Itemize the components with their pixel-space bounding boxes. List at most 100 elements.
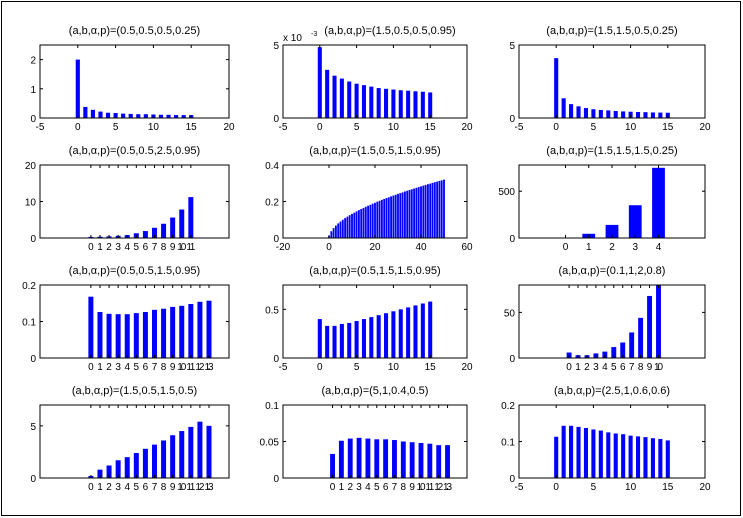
bar — [97, 469, 103, 478]
bar — [399, 193, 402, 238]
bar — [170, 306, 176, 358]
bar — [420, 91, 425, 118]
bar — [418, 442, 424, 478]
bar — [652, 167, 665, 238]
bar — [613, 433, 618, 478]
bar — [330, 231, 333, 238]
bar — [606, 110, 611, 118]
bar — [317, 319, 322, 358]
x-tick-label: 4 — [124, 362, 130, 373]
y-tick-label: 0 — [509, 234, 515, 245]
bar — [166, 114, 171, 118]
bar — [638, 317, 644, 358]
bar — [369, 204, 372, 238]
bar — [397, 193, 399, 238]
bar — [179, 209, 185, 238]
bar — [433, 182, 436, 238]
bar — [424, 184, 427, 238]
bar — [413, 91, 418, 118]
x-tick-label: 0 — [317, 122, 323, 133]
bar — [398, 90, 403, 118]
x-tick-label: 5 — [134, 242, 140, 253]
x-tick-label: 0 — [88, 362, 94, 373]
bar — [384, 313, 389, 358]
bar — [332, 75, 337, 118]
x-tick-label: 2 — [106, 482, 112, 493]
x-tick-label: 1 — [97, 242, 103, 253]
bar — [98, 111, 103, 118]
x-tick-label: 10 — [625, 122, 637, 133]
bar — [665, 440, 670, 478]
bar — [658, 438, 663, 478]
x-tick-label: 8 — [161, 482, 167, 493]
x-tick-label: 11 — [186, 482, 195, 493]
bar — [364, 206, 367, 238]
bar — [650, 112, 655, 118]
x-tick-label: 0 — [326, 242, 332, 253]
x-tick-label: -20 — [276, 242, 291, 253]
subplot-2: -5 0 5 10 15 2005(a,b,α,p)=(1.5,0.5,0.5,0.95)… — [273, 25, 473, 133]
bar — [620, 342, 626, 358]
subplot-title: (a,b,α,p)=(2.5,1,0.6,0.6) — [554, 385, 670, 397]
bar — [133, 313, 139, 358]
bar — [90, 109, 95, 118]
bar — [124, 457, 130, 478]
y-tick-label: 0.1 — [501, 438, 515, 449]
x-tick-label: 1 — [586, 242, 592, 253]
y-multiplier-label: x 10 — [283, 33, 302, 44]
bar — [656, 285, 661, 358]
x-tick-label: 0 — [563, 242, 569, 253]
bar — [643, 437, 648, 478]
bar — [142, 448, 148, 478]
y-tick-label: 0.2 — [265, 198, 279, 209]
bar — [325, 325, 330, 358]
y-tick-label: 5 — [273, 41, 279, 52]
bar — [161, 308, 167, 358]
bar — [88, 296, 94, 358]
x-tick-label: 20 — [369, 242, 381, 253]
bar — [428, 301, 433, 358]
y-tick-label: 0.1 — [22, 318, 36, 329]
x-tick-label: 13 — [443, 482, 452, 493]
bar — [356, 437, 362, 478]
bar — [197, 421, 203, 478]
bar — [394, 194, 397, 238]
bar — [353, 212, 356, 238]
bar — [383, 198, 386, 238]
bar — [170, 435, 176, 478]
x-tick-label: 1 — [97, 482, 103, 493]
x-tick-label: 10 — [177, 482, 186, 493]
bar — [427, 443, 433, 478]
x-tick-label: 2 — [609, 242, 615, 253]
x-tick-label: 3 — [632, 242, 638, 253]
x-tick-label: 5 — [354, 122, 360, 133]
bar — [628, 435, 633, 478]
bar — [170, 217, 176, 238]
bar — [371, 203, 374, 238]
bar — [410, 189, 413, 238]
bar — [332, 228, 335, 238]
x-tick-label: 7 — [152, 362, 158, 373]
bar — [554, 58, 559, 118]
x-tick-label: 5 — [354, 362, 360, 373]
x-tick-label: 3 — [593, 362, 599, 373]
bar — [151, 227, 157, 238]
bar — [143, 114, 148, 118]
bar — [158, 114, 164, 118]
x-tick-label: 10 — [388, 362, 400, 373]
axes-box — [518, 284, 706, 359]
y-tick-label: 0 — [509, 474, 515, 485]
bar — [365, 438, 371, 478]
bar — [161, 223, 167, 238]
bar — [188, 197, 194, 238]
bar — [583, 108, 589, 118]
bar — [339, 323, 344, 358]
y-tick-label: 0.5 — [265, 305, 279, 316]
y-tick-label: 0 — [273, 234, 279, 245]
bar — [422, 185, 425, 238]
x-tick-label: 0 — [553, 122, 559, 133]
bar — [374, 439, 380, 478]
x-tick-label: 9 — [170, 242, 176, 253]
x-tick-label: 5 — [611, 362, 617, 373]
